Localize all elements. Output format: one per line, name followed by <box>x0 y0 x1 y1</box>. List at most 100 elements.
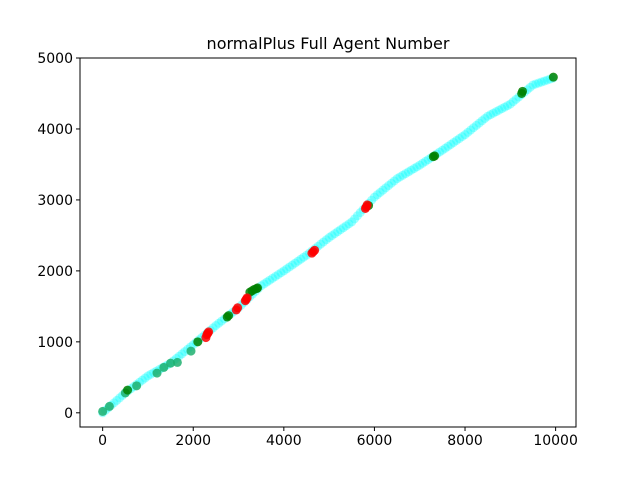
data-point-s1-13 <box>518 86 528 96</box>
chart-title: normalPlus Full Agent Number <box>207 34 450 53</box>
trend-point-68 <box>290 258 300 268</box>
trend-point-106 <box>398 170 408 180</box>
y-tick-label: 4000 <box>37 122 73 138</box>
trend-point-153 <box>531 79 541 89</box>
trend-point-100 <box>381 183 391 193</box>
data-point-s1-1 <box>193 337 203 347</box>
trend-point-133 <box>474 118 484 128</box>
data-point-s2-8 <box>242 293 252 303</box>
trend-point-137 <box>486 110 496 120</box>
y-tick-label: 3000 <box>37 193 73 209</box>
trend-point-113 <box>418 158 428 168</box>
trend-point-77 <box>316 239 326 249</box>
trend-point-59 <box>265 275 275 285</box>
trend-point-112 <box>415 160 425 170</box>
trend-point-28 <box>177 349 187 359</box>
data-point-s0-3 <box>132 381 142 391</box>
trend-point-156 <box>539 76 549 86</box>
data-point-s0-6 <box>166 358 176 368</box>
trend-point-144 <box>505 99 515 109</box>
trend-point-104 <box>392 174 402 184</box>
trend-point-139 <box>491 107 501 117</box>
trend-point-129 <box>463 127 473 137</box>
trend-point-70 <box>296 254 306 264</box>
trend-point-143 <box>502 101 512 111</box>
data-point-s0-8 <box>186 346 196 356</box>
trend-point-151 <box>525 82 535 92</box>
trend-point-62 <box>273 270 283 280</box>
trend-point-85 <box>338 223 348 233</box>
trend-point-136 <box>483 111 493 121</box>
trend-point-110 <box>409 164 419 174</box>
trend-point-122 <box>443 141 453 151</box>
data-point-s1-11 <box>430 151 440 161</box>
trend-point-101 <box>384 181 394 191</box>
trend-point-134 <box>477 116 487 126</box>
trend-point-146 <box>511 94 521 104</box>
trend-point-111 <box>412 162 422 172</box>
trend-point-140 <box>494 105 504 115</box>
y-tick-label: 0 <box>64 406 73 422</box>
trend-point-88 <box>347 217 357 227</box>
trend-point-40 <box>211 321 221 331</box>
trend-point-15 <box>140 373 150 383</box>
trend-point-131 <box>469 123 479 133</box>
x-tick-label: 4000 <box>266 433 302 449</box>
trend-point-120 <box>437 145 447 155</box>
x-tick-label: 6000 <box>357 433 393 449</box>
trend-point-16 <box>143 371 153 381</box>
data-point-s0-7 <box>172 357 182 367</box>
trend-point-145 <box>508 97 518 107</box>
trend-point-87 <box>344 219 354 229</box>
trend-point-82 <box>330 229 340 239</box>
x-axis: 0 2000 4000 6000 8000 10000 <box>98 427 578 449</box>
y-axis: 0 1000 2000 3000 4000 5000 <box>37 51 80 422</box>
trend-point-128 <box>460 130 470 140</box>
data-point-s0-1 <box>104 401 114 411</box>
trend-point-61 <box>270 271 280 281</box>
trend-point-107 <box>401 169 411 179</box>
data-point-s0-4 <box>152 368 162 378</box>
x-tick-label: 10000 <box>533 433 578 449</box>
trend-point-41 <box>214 318 224 328</box>
trend-point-102 <box>386 178 396 188</box>
data-point-s2-5 <box>233 303 243 313</box>
data-point-s0-5 <box>159 362 169 372</box>
trend-point-155 <box>536 77 546 87</box>
trend-point-67 <box>287 260 297 270</box>
trend-point-114 <box>420 156 430 166</box>
trend-point-141 <box>497 104 507 114</box>
data-point-s1-8 <box>253 283 263 293</box>
trend-point-124 <box>449 137 459 147</box>
trend-point-84 <box>335 225 345 235</box>
trend-point-123 <box>446 139 456 149</box>
trend-point-79 <box>321 235 331 245</box>
trend-point-96 <box>369 192 379 202</box>
trend-point-130 <box>466 125 476 135</box>
trend-point-135 <box>480 113 490 123</box>
trend-point-127 <box>457 132 467 142</box>
trend-point-86 <box>341 221 351 231</box>
trend-point-65 <box>282 264 292 274</box>
trend-point-63 <box>276 268 286 278</box>
x-tick-label: 0 <box>98 433 107 449</box>
trend-point-14 <box>137 375 147 385</box>
trend-point-89 <box>350 214 360 224</box>
trend-point-57 <box>259 279 269 289</box>
data-point-s0-0 <box>98 406 108 416</box>
trend-point-66 <box>284 262 294 272</box>
trend-point-60 <box>268 273 278 283</box>
data-point-s2-3 <box>204 327 214 337</box>
data-point-s1-3 <box>224 311 234 321</box>
y-tick-label: 5000 <box>37 51 73 67</box>
trend-point-126 <box>454 134 464 144</box>
trend-point-83 <box>333 227 343 237</box>
trend-point-97 <box>372 190 382 200</box>
trend-point-105 <box>395 172 405 182</box>
data-points-layer <box>98 72 558 416</box>
trend-point-103 <box>389 176 399 186</box>
trend-point-69 <box>293 256 303 266</box>
trend-point-99 <box>378 185 388 195</box>
